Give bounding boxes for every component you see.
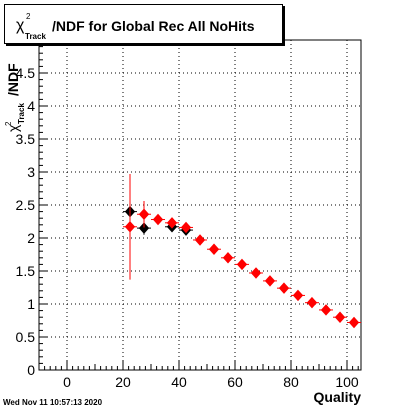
data-point-red xyxy=(166,217,178,229)
data-point-red xyxy=(264,275,276,287)
datestamp: Wed Nov 11 10:57:13 2020 xyxy=(3,398,103,407)
y-axis-label: /NDF xyxy=(5,63,21,96)
x-tick-label: 80 xyxy=(283,374,299,390)
y-tick-label: 2.5 xyxy=(16,197,36,213)
x-tick-label: 20 xyxy=(115,374,131,390)
y-tick-label: 3.5 xyxy=(16,131,36,147)
title-box: χ 2 Track /NDF for Global Rec All NoHits xyxy=(4,4,283,44)
data-point-red xyxy=(320,304,332,316)
y-tick-label: 4.5 xyxy=(16,65,36,81)
x-tick-label: 60 xyxy=(227,374,243,390)
title-chi-subscript: Track xyxy=(25,32,46,41)
title-chi-symbol: χ xyxy=(16,17,25,34)
data-point-red xyxy=(278,282,290,294)
data-point-red xyxy=(334,311,346,323)
data-point-red xyxy=(138,208,150,220)
x-tick-label: 40 xyxy=(171,374,187,390)
title-chi-superscript: 2 xyxy=(26,12,31,21)
data-point-red xyxy=(124,221,136,233)
y-tick-label: 0.5 xyxy=(16,329,36,345)
data-point-red xyxy=(194,234,206,246)
y-axis-chi-subscript: Track xyxy=(17,103,26,124)
data-point-red xyxy=(152,213,164,226)
data-point-red xyxy=(180,221,192,234)
y-tick-label: 2 xyxy=(27,230,35,246)
data-point-red xyxy=(222,252,234,264)
x-tick-label: 100 xyxy=(335,374,359,390)
data-point-red xyxy=(306,296,318,309)
y-tick-label: 4 xyxy=(27,98,35,114)
y-tick-label: 3 xyxy=(27,164,35,180)
x-axis-label: Quality xyxy=(314,389,362,405)
y-tick-label: 1 xyxy=(27,296,35,312)
data-point-red xyxy=(292,289,304,302)
y-tick-label: 0 xyxy=(27,362,35,378)
chart-title: /NDF for Global Rec All NoHits xyxy=(52,18,255,34)
y-tick-label: 1.5 xyxy=(16,263,36,279)
data-point-black xyxy=(138,222,150,234)
data-point-red xyxy=(208,243,220,255)
data-point-red xyxy=(236,258,248,271)
data-point-red xyxy=(250,267,262,279)
y-axis-chi-symbol: χ xyxy=(5,124,21,132)
data-point-red xyxy=(348,316,360,329)
x-tick-label: 0 xyxy=(63,374,71,390)
y-axis-chi-superscript: 2 xyxy=(4,121,13,126)
